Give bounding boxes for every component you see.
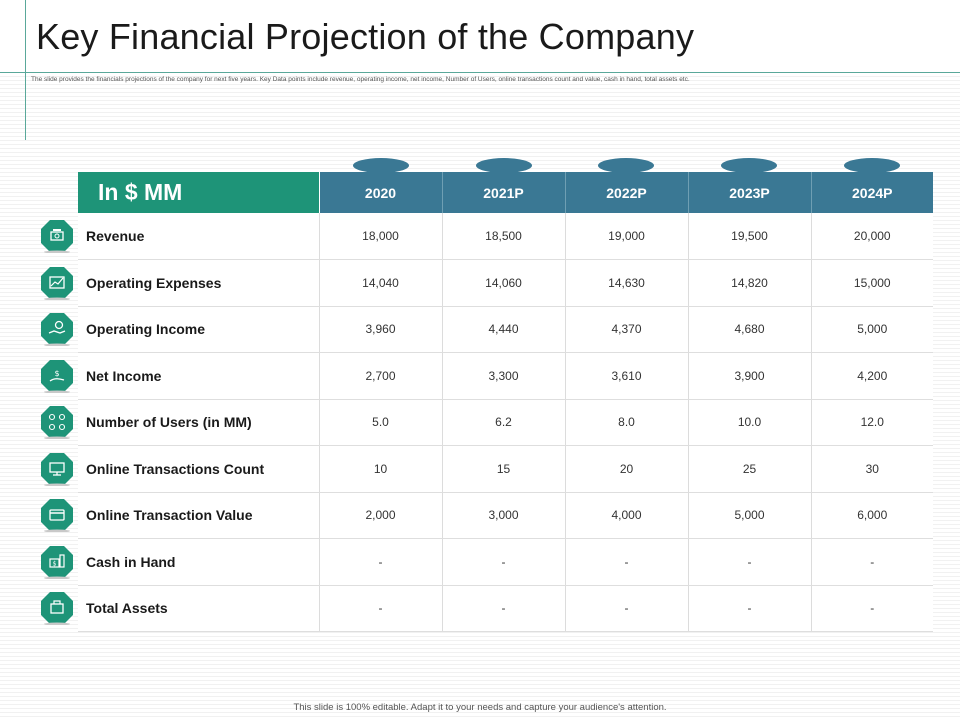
hand-coin-icon: [40, 312, 74, 347]
table-cell: 6,000: [810, 492, 933, 539]
svg-text:$: $: [53, 560, 57, 567]
accent-line-vertical: [25, 0, 26, 140]
page-subtitle: The slide provides the financials projec…: [31, 76, 690, 83]
monitor-icon: [40, 452, 74, 487]
table-cell: 3,610: [564, 352, 688, 400]
table-row: Operating Income 3,960 4,440 4,370 4,680 5,00…: [78, 306, 933, 353]
table-row: Number of Users (in MM) 5.0 6.2 8.0 10.0 12.0: [78, 399, 933, 446]
financial-projection-table: In $ MM 2020 2021P 2022P 2023P 2024P Rev…: [78, 172, 933, 632]
row-label: Operating Income: [78, 306, 319, 353]
row-label: Revenue: [78, 213, 319, 260]
table-cell: 18,500: [441, 213, 565, 260]
title-area: Key Financial Projection of the Company: [0, 0, 960, 72]
table-cell: 4,000: [564, 492, 688, 539]
row-label: Number of Users (in MM): [78, 399, 319, 446]
page-title: Key Financial Projection of the Company: [36, 16, 695, 57]
assets-icon: [40, 591, 74, 626]
table-cell: 14,040: [318, 259, 442, 307]
table-cell: -: [687, 585, 811, 632]
table-cell: 3,300: [441, 352, 565, 400]
table-cell: 10: [318, 445, 442, 493]
table-cell: 14,630: [564, 259, 688, 307]
table-cell: 2,000: [318, 492, 442, 539]
table-cell: 3,960: [318, 306, 442, 353]
table-cell: -: [441, 538, 565, 586]
footer-note: This slide is 100% editable. Adapt it to…: [293, 702, 667, 713]
table-cell: 4,200: [810, 352, 933, 400]
table-cell: -: [810, 538, 933, 586]
table-cell: 5,000: [687, 492, 811, 539]
table-cell: 19,000: [564, 213, 688, 260]
row-label: Operating Expenses: [78, 259, 319, 307]
table-cell: 12.0: [810, 399, 933, 446]
row-label: Online Transaction Value: [78, 492, 319, 539]
users-network-icon: [40, 405, 74, 440]
table-cell: 4,680: [687, 306, 811, 353]
year-oval: [476, 158, 532, 173]
table-cell: -: [687, 538, 811, 586]
table-row: Online Transactions Count 10 15 20 25 30: [78, 445, 933, 493]
table-cell: 3,900: [687, 352, 811, 400]
accent-line-horizontal: [0, 72, 960, 73]
table-cell: 14,820: [687, 259, 811, 307]
expense-chart-icon: [40, 266, 74, 301]
table-cell: 5.0: [318, 399, 442, 446]
year-header: 2023P: [688, 172, 812, 213]
table-cell: 6.2: [441, 399, 565, 446]
table-cell: 5,000: [810, 306, 933, 353]
year-header: 2022P: [565, 172, 689, 213]
table-row: Revenue 18,000 18,500 19,000 19,500 20,000: [78, 213, 933, 260]
table-cell: 20,000: [810, 213, 933, 260]
year-oval: [353, 158, 409, 173]
year-oval: [598, 158, 654, 173]
credit-card-icon: [40, 498, 74, 533]
table-cell: -: [318, 585, 442, 632]
table-cell: -: [441, 585, 565, 632]
table-cell: 15,000: [810, 259, 933, 307]
svg-text:$: $: [54, 369, 59, 378]
table-cell: 20: [564, 445, 688, 493]
year-oval: [721, 158, 777, 173]
table-row: Net Income 2,700 3,300 3,610 3,900 4,200: [78, 352, 933, 400]
table-row: Total Assets - - - - -: [78, 585, 933, 632]
cash-icon: $: [40, 545, 74, 580]
unit-header: In $ MM: [78, 172, 320, 213]
table-cell: 3,000: [441, 492, 565, 539]
table-row: Online Transaction Value 2,000 3,000 4,000 5…: [78, 492, 933, 539]
year-oval: [844, 158, 900, 173]
row-label: Net Income: [78, 352, 319, 400]
table-cell: -: [318, 538, 442, 586]
table-cell: 10.0: [687, 399, 811, 446]
row-label: Online Transactions Count: [78, 445, 319, 493]
table-cell: 25: [687, 445, 811, 493]
year-header: 2020: [319, 172, 443, 213]
table-row: Cash in Hand - - - - -: [78, 538, 933, 586]
table-cell: 14,060: [441, 259, 565, 307]
table-cell: 8.0: [564, 399, 688, 446]
table-cell: 19,500: [687, 213, 811, 260]
table-cell: 30: [810, 445, 933, 493]
row-label: Total Assets: [78, 585, 319, 632]
table-cell: -: [810, 585, 933, 632]
year-header: 2024P: [811, 172, 933, 213]
year-header: 2021P: [442, 172, 566, 213]
table-header-row: In $ MM 2020 2021P 2022P 2023P 2024P: [78, 172, 933, 213]
year-tab-ovals: [0, 158, 960, 174]
table-cell: 2,700: [318, 352, 442, 400]
table-cell: 15: [441, 445, 565, 493]
table-cell: 18,000: [318, 213, 442, 260]
table-row: Operating Expenses 14,040 14,060 14,630 14,8…: [78, 259, 933, 307]
table-cell: 4,440: [441, 306, 565, 353]
table-cell: -: [564, 538, 688, 586]
hand-dollar-icon: $: [40, 359, 74, 394]
row-label: Cash in Hand: [78, 538, 319, 586]
money-stack-icon: [40, 219, 74, 254]
table-cell: -: [564, 585, 688, 632]
table-cell: 4,370: [564, 306, 688, 353]
